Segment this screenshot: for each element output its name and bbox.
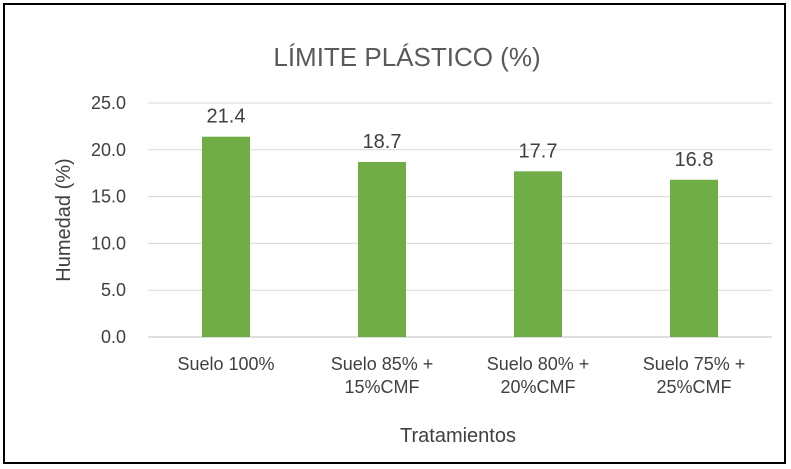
x-axis-label: Tratamientos bbox=[400, 425, 516, 447]
data-label: 17.7 bbox=[519, 140, 558, 162]
y-tick-label: 20.0 bbox=[91, 140, 126, 160]
x-tick-label: Suelo 80% + bbox=[487, 354, 590, 374]
bar bbox=[670, 179, 718, 337]
data-label: 21.4 bbox=[207, 106, 246, 128]
y-axis-label: Humedad (%) bbox=[53, 158, 75, 281]
data-labels: 21.4 18.7 17.7 16.8 bbox=[207, 106, 714, 171]
y-tick-labels: 0.0 5.0 10.0 15.0 20.0 25.0 bbox=[91, 93, 126, 347]
x-tick-label: Suelo 75% + bbox=[643, 354, 746, 374]
bar bbox=[358, 161, 406, 337]
x-tick-label: 15%CMF bbox=[344, 377, 419, 397]
data-label: 16.8 bbox=[675, 149, 714, 171]
y-tick-label: 10.0 bbox=[91, 233, 126, 253]
x-tick-label: Suelo 100% bbox=[177, 354, 274, 374]
bar bbox=[202, 136, 250, 337]
y-tick-label: 5.0 bbox=[101, 280, 126, 300]
gridlines bbox=[148, 102, 772, 338]
x-tick-label: 25%CMF bbox=[656, 377, 731, 397]
data-label: 18.7 bbox=[363, 131, 402, 153]
bar bbox=[514, 171, 562, 337]
y-tick-label: 0.0 bbox=[101, 327, 126, 347]
chart-title: LÍMITE PLÁSTICO (%) bbox=[273, 42, 540, 72]
y-tick-label: 25.0 bbox=[91, 93, 126, 113]
x-tick-label: Suelo 85% + bbox=[331, 354, 434, 374]
x-tick-labels: Suelo 100% Suelo 85% + 15%CMF Suelo 80% + 20… bbox=[177, 354, 745, 397]
bars bbox=[202, 136, 718, 337]
y-tick-label: 15.0 bbox=[91, 187, 126, 207]
x-tick-label: 20%CMF bbox=[500, 377, 575, 397]
